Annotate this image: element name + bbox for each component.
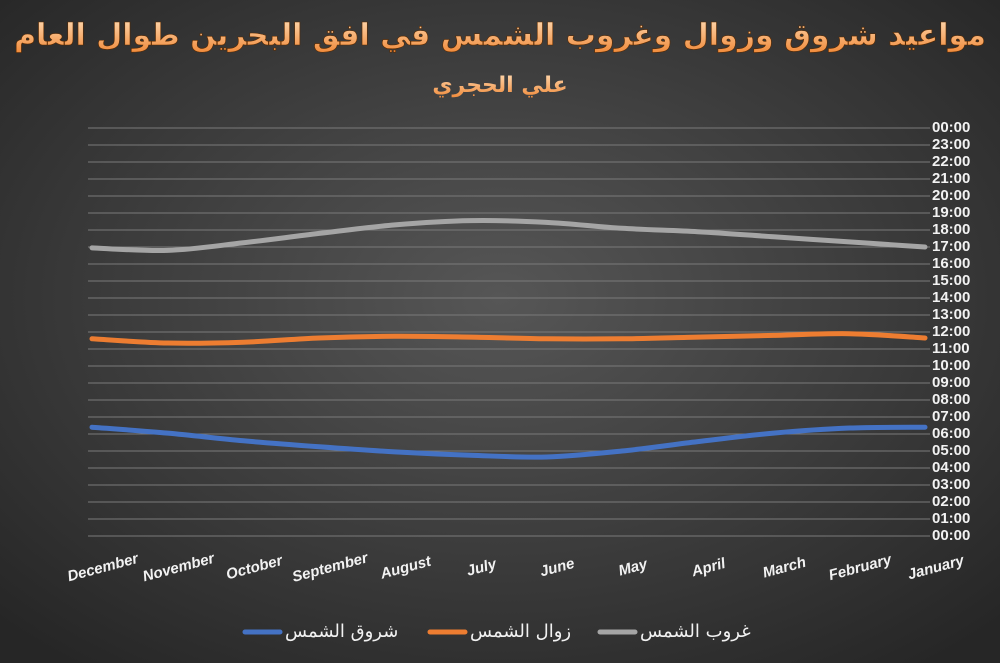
y-tick-label: 20:00	[932, 187, 970, 204]
y-tick-label: 14:00	[932, 289, 970, 306]
y-tick-label: 00:00	[932, 119, 970, 136]
series-line	[89, 331, 928, 346]
y-tick-label: 19:00	[932, 204, 970, 221]
y-tick-label: 05:00	[932, 442, 970, 459]
y-tick-label: 22:00	[932, 153, 970, 170]
legend-label: زوال الشمس	[470, 621, 571, 642]
y-tick-label: 16:00	[932, 255, 970, 272]
legend-label: غروب الشمس	[640, 621, 751, 642]
y-tick-label: 18:00	[932, 221, 970, 238]
y-tick-label: 11:00	[932, 340, 970, 357]
y-tick-label: 04:00	[932, 459, 970, 476]
y-tick-label: 01:00	[932, 510, 970, 527]
y-tick-label: 06:00	[932, 425, 970, 442]
y-tick-label: 03:00	[932, 476, 970, 493]
y-tick-label: 21:00	[932, 170, 970, 187]
chart-title: مواعيد شروق وزوال وغروب الشمس في افق الب…	[14, 18, 986, 53]
y-tick-label: 08:00	[932, 391, 970, 408]
y-tick-label: 02:00	[932, 493, 970, 510]
series-line	[89, 218, 928, 254]
y-tick-label: 07:00	[932, 408, 970, 425]
y-tick-label: 23:00	[932, 136, 970, 153]
y-tick-label: 13:00	[932, 306, 970, 323]
y-tick-label: 15:00	[932, 272, 970, 289]
chart-subtitle: علي الحجري	[432, 73, 567, 98]
y-tick-label: 00:00	[932, 527, 970, 544]
y-tick-label: 12:00	[932, 323, 970, 340]
y-tick-label: 09:00	[932, 374, 970, 391]
series-line	[89, 424, 928, 460]
y-tick-label: 10:00	[932, 357, 970, 374]
y-tick-label: 17:00	[932, 238, 970, 255]
legend-label: شروق الشمس	[285, 621, 398, 642]
